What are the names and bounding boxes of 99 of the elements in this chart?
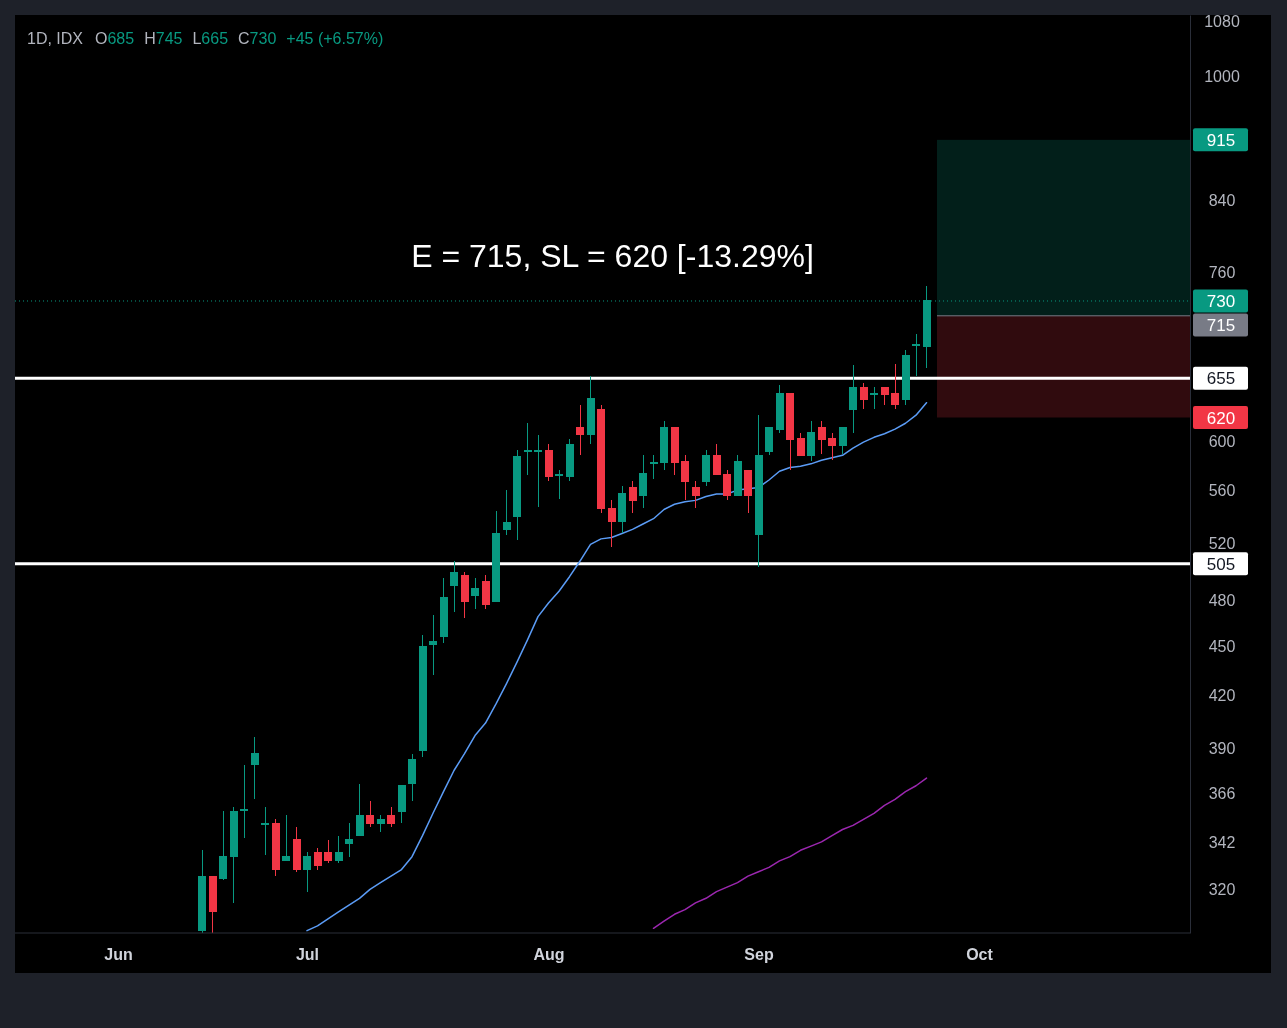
band-label: 915 — [1206, 130, 1236, 150]
candlestick — [807, 420, 815, 462]
text: 1D, IDX — [27, 30, 84, 47]
candlestick — [786, 393, 794, 471]
candlestick — [523, 422, 532, 476]
y-tick-label: 480 — [1208, 591, 1236, 609]
candlestick — [334, 835, 343, 864]
candlestick — [418, 634, 427, 758]
candlestick — [912, 333, 920, 377]
candlestick — [649, 454, 658, 480]
candlestick — [366, 800, 374, 828]
candlestick — [408, 753, 416, 802]
ref-line-label: 730 — [1206, 291, 1236, 311]
line-series — [306, 401, 928, 932]
candlestick — [376, 814, 385, 833]
x-tick-label: Jul — [295, 946, 320, 964]
candlestick — [691, 480, 700, 509]
candlestick — [576, 404, 584, 456]
y-tick-label: 760 — [1208, 263, 1236, 281]
y-tick-label: 450 — [1208, 637, 1236, 655]
candlestick — [471, 577, 479, 610]
candlestick — [849, 364, 857, 434]
candlestick — [460, 571, 469, 619]
y-tick-label: 420 — [1208, 686, 1236, 704]
ref-line-label: 505 — [1206, 554, 1236, 574]
candlestick — [534, 434, 542, 508]
candlestick — [355, 783, 364, 837]
y-tick-label: 1080 — [1204, 13, 1240, 31]
candlestick — [702, 449, 710, 487]
candlestick — [324, 839, 332, 864]
candlestick — [639, 454, 647, 509]
x-tick-label: Sep — [744, 946, 774, 964]
candlestick — [681, 454, 689, 501]
candlestick — [607, 499, 616, 548]
candlestick — [292, 826, 301, 873]
candlestick — [796, 432, 805, 456]
candlestick — [271, 818, 280, 877]
candlestick — [492, 510, 500, 603]
y-tick-label: 600 — [1208, 432, 1236, 450]
candlestick — [765, 427, 773, 456]
candlestick — [870, 386, 878, 410]
candlestick — [429, 614, 437, 676]
candlestick — [670, 427, 679, 476]
candlestick — [481, 574, 490, 610]
candlestick — [828, 432, 836, 461]
candlestick — [219, 810, 227, 881]
candlestick — [754, 414, 763, 568]
band-label: 620 — [1206, 408, 1236, 428]
candlestick — [555, 469, 563, 500]
ref-line-label: 655 — [1206, 369, 1236, 389]
candlestick — [775, 384, 784, 434]
y-tick-label: 840 — [1208, 192, 1236, 210]
candlestick — [891, 363, 899, 410]
candlestick — [744, 469, 752, 514]
candlestick — [628, 480, 637, 514]
candlestick — [586, 375, 595, 445]
x-tick-label: Jun — [104, 946, 133, 964]
y-tick-label: 390 — [1208, 739, 1236, 757]
candlestick — [397, 785, 406, 824]
candlestick — [250, 736, 259, 800]
candlestick — [439, 577, 448, 644]
y-tick-label: 342 — [1208, 833, 1236, 851]
y-tick-label: 366 — [1208, 785, 1236, 803]
candlestick — [723, 469, 731, 501]
candlestick — [282, 814, 290, 862]
line-series — [652, 777, 928, 930]
candlestick — [450, 560, 458, 613]
candlestick — [565, 438, 574, 482]
candlestick — [880, 386, 889, 406]
candlestick — [208, 875, 217, 933]
y-tick-label: 560 — [1208, 481, 1236, 499]
candlestick — [712, 443, 721, 476]
annotation: E = 715, SL = 620 [-13.29%] — [411, 238, 814, 274]
candlestick — [901, 349, 910, 406]
candlestick — [313, 847, 322, 871]
y-tick-label: 320 — [1208, 880, 1236, 898]
candlestick — [387, 806, 395, 828]
candlestick — [660, 420, 668, 471]
x-tick-label: Oct — [966, 946, 994, 964]
candlestick — [240, 764, 248, 839]
candlestick — [733, 454, 742, 496]
candlestick — [345, 822, 353, 858]
candlestick — [198, 849, 206, 932]
candlestick — [838, 427, 847, 455]
candlestick — [303, 851, 311, 893]
y-tick-label: 1000 — [1204, 68, 1240, 86]
candlestick — [597, 404, 605, 514]
candlestick — [817, 420, 826, 455]
candlestick — [513, 449, 521, 541]
candlestick — [618, 485, 626, 534]
ref-line-label: 715 — [1206, 315, 1236, 335]
x-tick-label: Aug — [533, 946, 565, 964]
text: O685 H745 L665 C730 +45 (+6.57%) — [95, 30, 384, 47]
candlestick — [502, 489, 511, 536]
candlestick — [261, 806, 269, 856]
candlestick — [859, 382, 868, 410]
y-tick-label: 520 — [1208, 534, 1236, 552]
candlestick — [544, 443, 553, 482]
candlestick — [229, 806, 238, 904]
